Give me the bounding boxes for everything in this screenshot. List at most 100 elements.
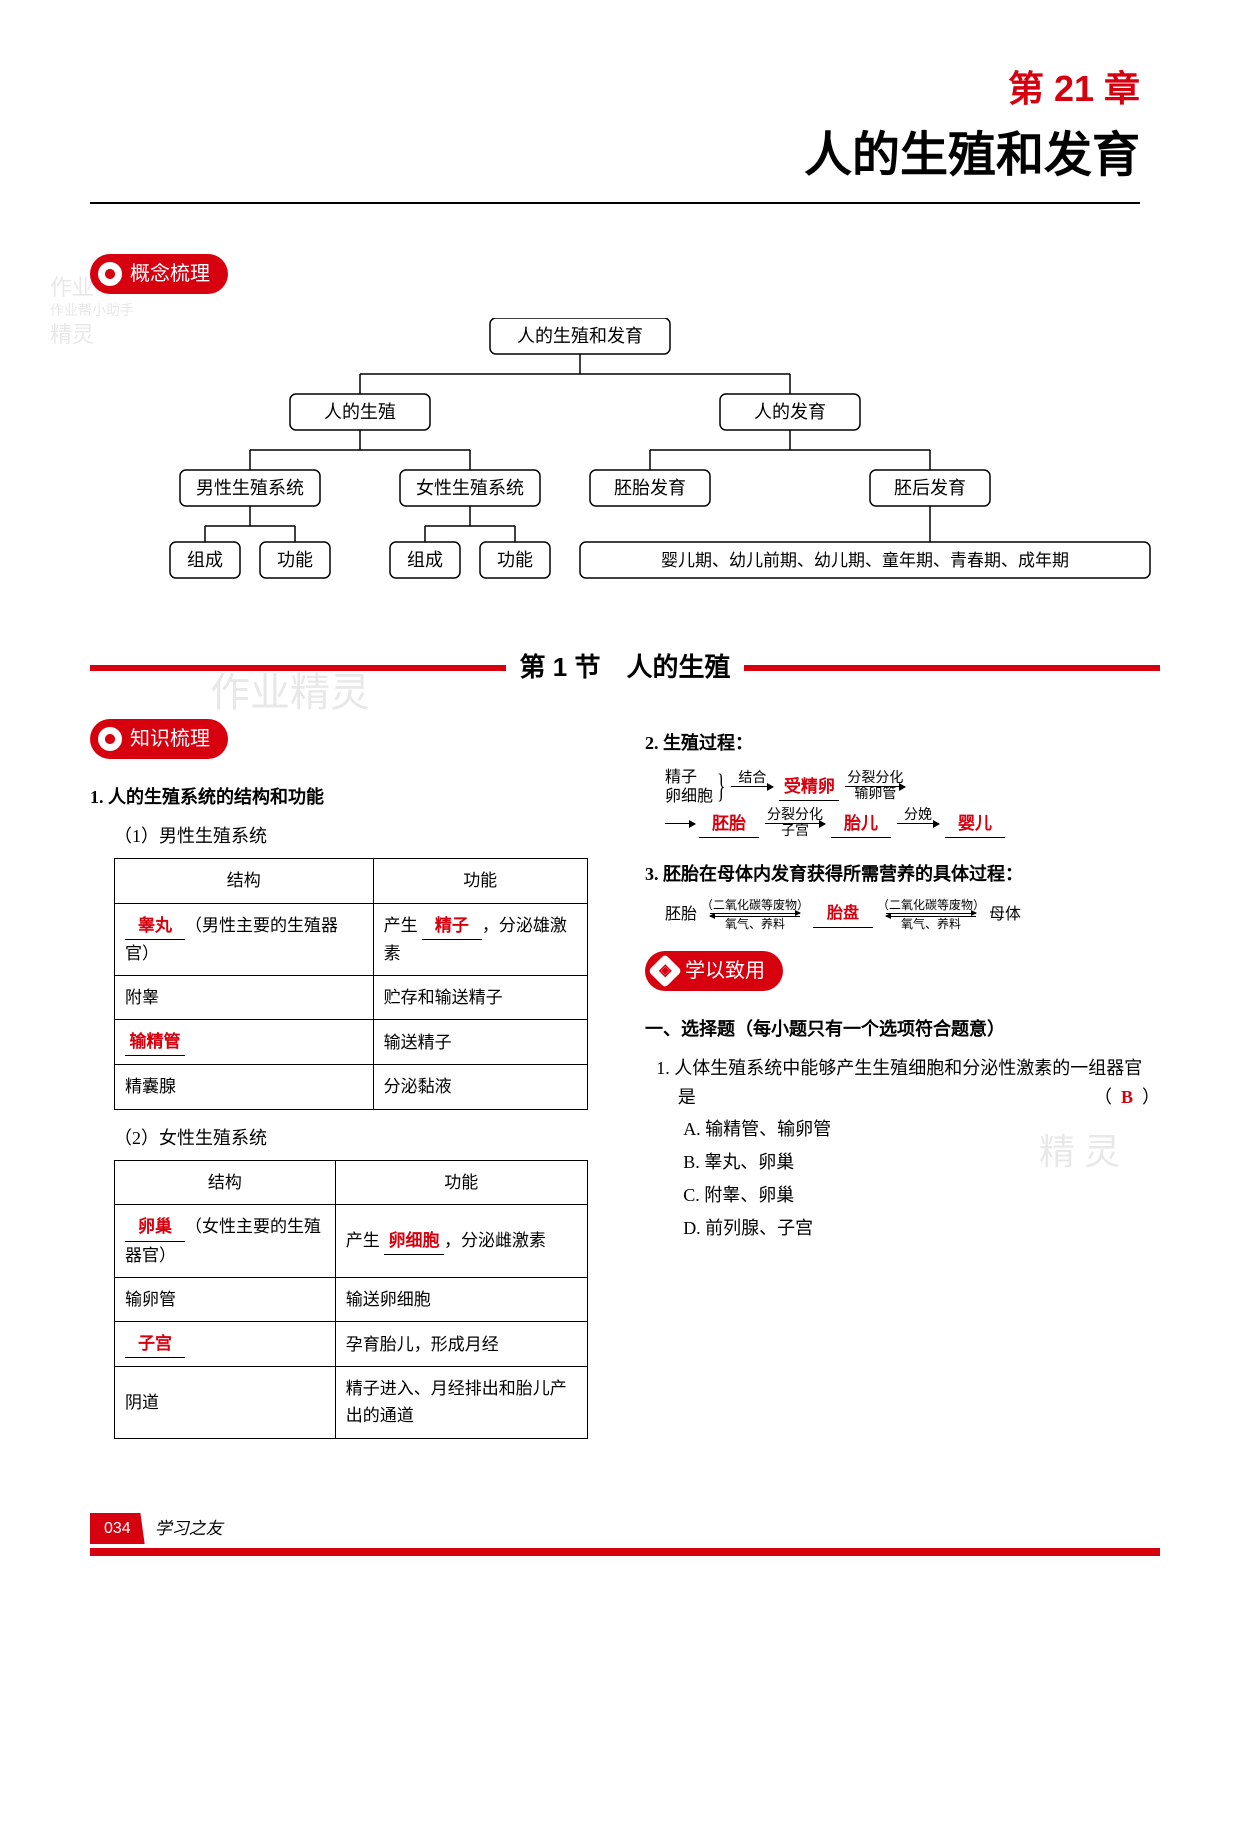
section-title: 第 1 节 人的生殖 — [506, 647, 745, 689]
badge-apply: ◈ 学以致用 — [645, 951, 783, 991]
col-structure: 结构 — [115, 859, 374, 903]
badge-label: 知识梳理 — [130, 723, 210, 755]
fill-answer: 胎儿 — [831, 810, 891, 838]
cell-structure: 阴道 — [115, 1367, 336, 1438]
table-header-row: 结构 功能 — [115, 859, 588, 903]
tree-root: 人的生殖和发育 — [517, 325, 643, 346]
choice-option-b: B. 睾丸、卵巢 — [683, 1148, 1160, 1177]
arrow-combine: 结合 — [729, 771, 775, 803]
female-system-table: 结构 功能 卵巢（女性主要的生殖器官） 产生 卵细胞，分泌雌激素 输卵管 输送卵… — [114, 1160, 588, 1438]
arrow-continue-icon — [665, 823, 695, 824]
answer-letter: B — [1121, 1087, 1133, 1107]
chapter-number: 第 21 章 — [90, 60, 1140, 118]
gamete-stack: 精子 卵细胞 — [665, 768, 713, 806]
col-function: 功能 — [335, 1161, 587, 1205]
exchange-label: 母体 — [989, 902, 1021, 928]
heading-3: 3. 胚胎在母体内发育获得所需营养的具体过程： — [645, 860, 1160, 889]
cell-structure: 精囊腺 — [115, 1065, 374, 1109]
cell-function: 孕育胎儿，形成月经 — [335, 1322, 587, 1367]
fill-answer: 婴儿 — [945, 810, 1005, 838]
target-icon — [98, 262, 122, 286]
footer-red-bar — [90, 1548, 1160, 1556]
cell-structure: 睾丸（男性主要的生殖器官） — [115, 903, 374, 975]
flow-label: 精子 — [665, 768, 697, 787]
choice-option-a: A. 输精管、输卵管 — [683, 1115, 1160, 1144]
question-stem: 1. 人体生殖系统中能够产生生殖细胞和分泌性激素的一组器官是 （ B ） — [649, 1054, 1160, 1112]
arrow-split: 分裂分化 输卵管 — [843, 771, 907, 803]
fill-answer: 子宫 — [125, 1330, 185, 1358]
heading-2: 2. 生殖过程： — [645, 729, 1160, 758]
left-column: 知识梳理 1. 人的生殖系统的结构和功能 （1）男性生殖系统 结构 功能 睾丸（… — [90, 719, 605, 1453]
page-number-badge: 034 — [90, 1513, 145, 1545]
answer-paren: （ B ） — [1116, 1083, 1160, 1112]
cell-function: 分泌黏液 — [373, 1065, 587, 1109]
cell-structure: 子宫 — [115, 1322, 336, 1367]
right-column: 2. 生殖过程： 精子 卵细胞 } 结合 受精卵 分裂分化 输卵管 — [645, 719, 1160, 1453]
cell-function: 产生 卵细胞，分泌雌激素 — [335, 1205, 587, 1277]
fill-answer: 受精卵 — [779, 773, 839, 801]
table-row: 阴道 精子进入、月经排出和胎儿产出的通道 — [115, 1367, 588, 1438]
svg-text:人的发育: 人的发育 — [754, 402, 826, 422]
heading-1: 1. 人的生殖系统的结构和功能 — [90, 783, 605, 812]
table-row: 附睾 贮存和输送精子 — [115, 975, 588, 1019]
arrow-split-2: 分裂分化 子宫 — [763, 808, 827, 840]
tree-svg: 人的生殖和发育 人的生殖 人的发育 男性生殖系统 女性生殖系统 胚胎发育 胚后发… — [90, 318, 1160, 598]
table-row: 卵巢（女性主要的生殖器官） 产生 卵细胞，分泌雌激素 — [115, 1205, 588, 1277]
subheading-male: （1）男性生殖系统 — [114, 822, 605, 851]
question-text: 人体生殖系统中能够产生生殖细胞和分泌性激素的一组器官是 — [674, 1058, 1142, 1107]
choice-options: A. 输精管、输卵管 B. 睾丸、卵巢 C. 附睾、卵巢 D. 前列腺、子宫 — [683, 1115, 1160, 1242]
choice-option-d: D. 前列腺、子宫 — [683, 1214, 1160, 1243]
two-column-layout: 知识梳理 1. 人的生殖系统的结构和功能 （1）男性生殖系统 结构 功能 睾丸（… — [90, 719, 1160, 1453]
exchange-label: 胚胎 — [665, 902, 697, 928]
chapter-header: 第 21 章 人的生殖和发育 — [90, 60, 1160, 204]
table-row: 睾丸（男性主要的生殖器官） 产生 精子，分泌雄激素 — [115, 903, 588, 975]
table-row: 子宫 孕育胎儿，形成月经 — [115, 1322, 588, 1367]
cell-structure: 卵巢（女性主要的生殖器官） — [115, 1205, 336, 1277]
cell-structure: 附睾 — [115, 975, 374, 1019]
flow-row-2: 胚胎 分裂分化 子宫 胎儿 分娩 婴儿 — [665, 808, 1160, 840]
svg-text:男性生殖系统: 男性生殖系统 — [196, 477, 304, 498]
svg-text:胚胎发育: 胚胎发育 — [614, 478, 686, 498]
arrow-bottom-label: 氧气、养料 — [901, 918, 961, 931]
col-structure: 结构 — [115, 1161, 336, 1205]
badge-label: 概念梳理 — [130, 258, 210, 290]
svg-text:组成: 组成 — [407, 550, 443, 570]
cell-function: 贮存和输送精子 — [373, 975, 587, 1019]
arrow-top-label: 分裂分化 — [767, 808, 823, 823]
chapter-title: 人的生殖和发育 — [90, 118, 1140, 195]
concept-section: 作业 作业帮小助手 精灵 概念梳理 — [90, 254, 1160, 308]
arrow-top-label: 分娩 — [904, 808, 932, 823]
concept-tree: 人的生殖和发育 人的生殖 人的发育 男性生殖系统 女性生殖系统 胚胎发育 胚后发… — [90, 318, 1160, 607]
choice-option-c: C. 附睾、卵巢 — [683, 1181, 1160, 1210]
cell-function: 输送卵细胞 — [335, 1277, 587, 1321]
arrow-bottom-label: 子宫 — [781, 824, 809, 839]
paren-close: ） — [1142, 1087, 1160, 1107]
badge-concept: 概念梳理 — [90, 254, 228, 294]
table-header-row: 结构 功能 — [115, 1161, 588, 1205]
target-icon — [98, 727, 122, 751]
diamond-icon: ◈ — [648, 954, 682, 988]
arrow-top-label: 分裂分化 — [847, 771, 903, 786]
cell-structure: 输卵管 — [115, 1277, 336, 1321]
cell-text: 产生 — [384, 916, 418, 935]
svg-text:功能: 功能 — [497, 550, 533, 570]
section-bar: 第 1 节 人的生殖 作业精灵 — [90, 647, 1160, 689]
col-function: 功能 — [373, 859, 587, 903]
footer-label: 学习之友 — [155, 1515, 223, 1542]
table-row: 输卵管 输送卵细胞 — [115, 1277, 588, 1321]
flow-label: 卵细胞 — [665, 787, 713, 806]
fill-answer: 卵巢 — [125, 1213, 185, 1241]
fill-answer: 睾丸 — [125, 912, 185, 940]
svg-text:胚后发育: 胚后发育 — [894, 478, 966, 498]
arrow-bottom-label: 输卵管 — [854, 787, 896, 802]
choice-section-heading: 一、选择题（每小题只有一个选项符合题意） — [645, 1015, 1160, 1044]
section-bar-right — [744, 665, 1160, 671]
page-footer: 034 学习之友 — [90, 1513, 1160, 1545]
section-bar-left — [90, 665, 506, 671]
nutrient-exchange: 胚胎 （二氧化碳等废物） 氧气、养料 胎盘 （二氧化碳等废物） 氧气、养料 母体 — [665, 899, 1160, 931]
badge-knowledge: 知识梳理 — [90, 719, 228, 759]
cell-text: 产生 — [346, 1231, 380, 1250]
double-arrow: （二氧化碳等废物） 氧气、养料 — [701, 899, 809, 931]
cell-function: 精子进入、月经排出和胎儿产出的通道 — [335, 1367, 587, 1438]
cell-structure: 输精管 — [115, 1020, 374, 1065]
